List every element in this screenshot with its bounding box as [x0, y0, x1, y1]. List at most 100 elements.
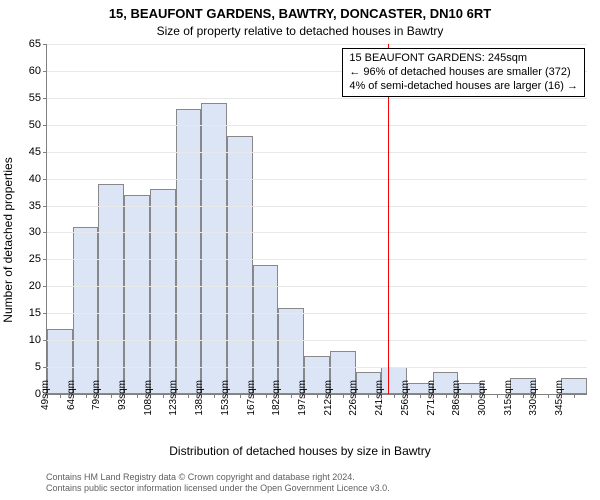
bar	[227, 136, 253, 394]
gridline	[47, 313, 587, 314]
bar	[253, 265, 279, 394]
xtick-label: 330sqm	[528, 380, 539, 420]
gridline	[47, 98, 587, 99]
xtick-label: 64sqm	[66, 380, 77, 420]
bar	[150, 189, 176, 394]
xtick-label: 182sqm	[271, 380, 282, 420]
xtick-mark	[86, 394, 87, 398]
xtick-mark	[471, 394, 472, 398]
gridline	[47, 125, 587, 126]
plot-area: 0510152025303540455055606549sqm64sqm79sq…	[46, 44, 587, 395]
ytick-mark	[43, 340, 47, 341]
ytick-label: 40	[29, 173, 41, 185]
ytick-mark	[43, 259, 47, 260]
xtick-mark	[240, 394, 241, 398]
xtick-mark	[317, 394, 318, 398]
gridline	[47, 232, 587, 233]
ytick-label: 20	[29, 280, 41, 292]
xtick-mark	[137, 394, 138, 398]
xtick-mark	[291, 394, 292, 398]
xtick-label: 256sqm	[400, 380, 411, 420]
bar	[98, 184, 124, 394]
ytick-mark	[43, 367, 47, 368]
ytick-label: 45	[29, 146, 41, 158]
gridline	[47, 259, 587, 260]
gridline	[47, 367, 587, 368]
ytick-label: 5	[35, 361, 41, 373]
gridline	[47, 152, 587, 153]
xtick-mark	[163, 394, 164, 398]
ytick-mark	[43, 206, 47, 207]
ytick-mark	[43, 125, 47, 126]
xtick-mark	[523, 394, 524, 398]
xtick-label: 49sqm	[40, 380, 51, 420]
ytick-label: 25	[29, 253, 41, 265]
ytick-mark	[43, 152, 47, 153]
xtick-mark	[111, 394, 112, 398]
gridline	[47, 340, 587, 341]
annotation-line: 4% of semi-detached houses are larger (1…	[349, 80, 578, 94]
ytick-label: 50	[29, 119, 41, 131]
xtick-mark	[368, 394, 369, 398]
chart-title: 15, BEAUFONT GARDENS, BAWTRY, DONCASTER,…	[0, 6, 600, 21]
x-axis-label: Distribution of detached houses by size …	[0, 444, 600, 458]
ytick-label: 15	[29, 307, 41, 319]
ytick-label: 60	[29, 65, 41, 77]
ytick-mark	[43, 44, 47, 45]
annotation-box: 15 BEAUFONT GARDENS: 245sqm← 96% of deta…	[342, 48, 585, 97]
xtick-label: 153sqm	[220, 380, 231, 420]
chart-container: 15, BEAUFONT GARDENS, BAWTRY, DONCASTER,…	[0, 0, 600, 500]
gridline	[47, 179, 587, 180]
xtick-label: 108sqm	[143, 380, 154, 420]
xtick-label: 93sqm	[117, 380, 128, 420]
xtick-mark	[214, 394, 215, 398]
xtick-label: 226sqm	[348, 380, 359, 420]
ytick-mark	[43, 232, 47, 233]
gridline	[47, 44, 587, 45]
xtick-mark	[420, 394, 421, 398]
chart-subtitle: Size of property relative to detached ho…	[0, 24, 600, 38]
gridline	[47, 286, 587, 287]
xtick-label: 300sqm	[477, 380, 488, 420]
xtick-label: 197sqm	[297, 380, 308, 420]
xtick-label: 286sqm	[451, 380, 462, 420]
xtick-mark	[497, 394, 498, 398]
xtick-mark	[394, 394, 395, 398]
bar	[561, 378, 587, 394]
ytick-mark	[43, 179, 47, 180]
y-axis-label: Number of detached properties	[1, 157, 15, 322]
xtick-label: 79sqm	[91, 380, 102, 420]
ytick-mark	[43, 98, 47, 99]
attribution-line: Contains public sector information licen…	[46, 483, 390, 494]
annotation-line: ← 96% of detached houses are smaller (37…	[349, 66, 578, 80]
xtick-mark	[60, 394, 61, 398]
bar	[124, 195, 150, 394]
annotation-line: 15 BEAUFONT GARDENS: 245sqm	[349, 52, 578, 66]
xtick-mark	[266, 394, 267, 398]
xtick-label: 138sqm	[194, 380, 205, 420]
xtick-mark	[343, 394, 344, 398]
ytick-mark	[43, 71, 47, 72]
ytick-label: 55	[29, 92, 41, 104]
xtick-label: 315sqm	[503, 380, 514, 420]
ytick-mark	[43, 313, 47, 314]
xtick-mark	[574, 394, 575, 398]
attribution-text: Contains HM Land Registry data © Crown c…	[46, 472, 390, 494]
ytick-label: 35	[29, 200, 41, 212]
ytick-label: 65	[29, 38, 41, 50]
attribution-line: Contains HM Land Registry data © Crown c…	[46, 472, 390, 483]
xtick-label: 123sqm	[168, 380, 179, 420]
xtick-label: 241sqm	[374, 380, 385, 420]
gridline	[47, 206, 587, 207]
xtick-label: 167sqm	[246, 380, 257, 420]
xtick-label: 271sqm	[426, 380, 437, 420]
xtick-label: 345sqm	[554, 380, 565, 420]
xtick-label: 212sqm	[323, 380, 334, 420]
ytick-label: 10	[29, 334, 41, 346]
xtick-mark	[446, 394, 447, 398]
bar	[201, 103, 227, 394]
bar	[73, 227, 99, 394]
xtick-mark	[188, 394, 189, 398]
ytick-label: 30	[29, 226, 41, 238]
xtick-mark	[548, 394, 549, 398]
